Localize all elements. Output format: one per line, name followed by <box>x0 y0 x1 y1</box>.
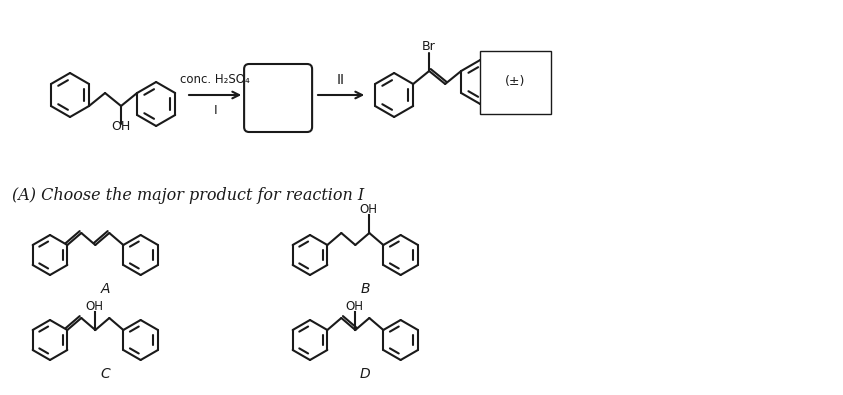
Text: Br: Br <box>422 40 436 53</box>
Text: B: B <box>361 282 370 296</box>
Text: OH: OH <box>359 203 378 216</box>
Text: II: II <box>337 73 345 87</box>
Text: A: A <box>100 282 110 296</box>
Text: OH: OH <box>346 300 363 313</box>
Text: (A) Choose the major product for reaction I: (A) Choose the major product for reactio… <box>12 187 364 204</box>
Text: conc. H₂SO₄: conc. H₂SO₄ <box>180 73 250 86</box>
Text: OH: OH <box>111 120 131 133</box>
Text: OH: OH <box>85 300 104 313</box>
FancyBboxPatch shape <box>244 64 312 132</box>
Text: D: D <box>360 367 371 381</box>
Text: (±): (±) <box>505 75 525 88</box>
Text: I: I <box>213 104 217 117</box>
Text: C: C <box>100 367 110 381</box>
